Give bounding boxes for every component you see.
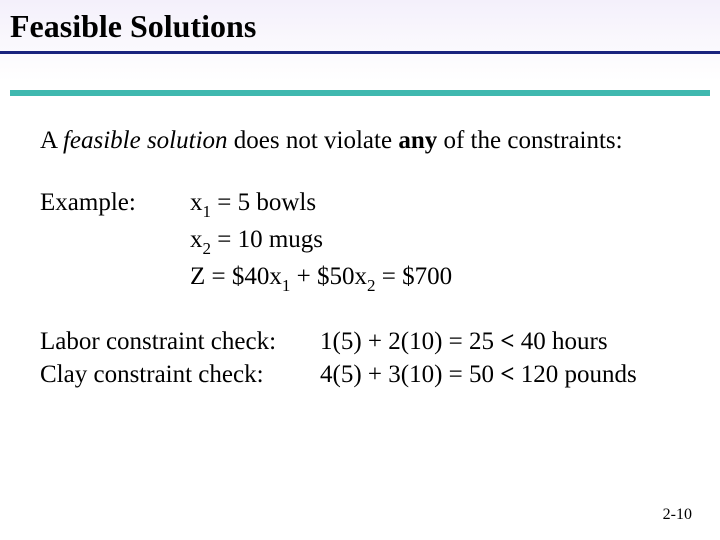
intro-sentence: A feasible solution does not violate any…: [40, 124, 680, 158]
x2-var: x: [190, 226, 203, 253]
example-label: Example:: [40, 186, 190, 297]
example-x2: x2 = 10 mugs: [190, 223, 680, 260]
example-z: Z = $40x1 + $50x2 = $700: [190, 260, 680, 297]
z-pre: Z = $40x: [190, 263, 282, 290]
slide-content: A feasible solution does not violate any…: [10, 96, 710, 392]
labor-constraint: Labor constraint check: 1(5) + 2(10) = 2…: [40, 325, 680, 359]
x1-sub: 1: [203, 202, 212, 221]
x2-rest: = 10 mugs: [211, 226, 323, 253]
clay-value: 4(5) + 3(10) = 50 < 120 pounds: [320, 358, 637, 392]
example-block: Example: x1 = 5 bowls x2 = 10 mugs Z = $…: [40, 186, 680, 297]
constraints-block: Labor constraint check: 1(5) + 2(10) = 2…: [40, 325, 680, 393]
x1-var: x: [190, 189, 203, 216]
x1-rest: = 5 bowls: [211, 189, 316, 216]
intro-mid: does not violate: [228, 127, 399, 154]
labor-label: Labor constraint check:: [40, 325, 320, 359]
z-sub1: 1: [282, 276, 291, 295]
intro-post: of the constraints:: [437, 127, 622, 154]
intro-emph: any: [398, 127, 437, 154]
clay-post: 120 pounds: [515, 361, 637, 388]
z-post: = $700: [375, 263, 452, 290]
labor-op: <: [500, 328, 514, 355]
example-values: x1 = 5 bowls x2 = 10 mugs Z = $40x1 + $5…: [190, 186, 680, 297]
labor-pre: 1(5) + 2(10) = 25: [320, 328, 500, 355]
x2-sub: 2: [203, 239, 212, 258]
labor-post: 40 hours: [515, 328, 608, 355]
slide-title: Feasible Solutions: [10, 8, 710, 45]
title-underline-blue: [0, 51, 720, 54]
z-mid: + $50x: [290, 263, 367, 290]
clay-op: <: [500, 361, 514, 388]
intro-pre: A: [40, 127, 63, 154]
clay-label: Clay constraint check:: [40, 358, 320, 392]
clay-pre: 4(5) + 3(10) = 50: [320, 361, 500, 388]
z-sub2: 2: [367, 276, 376, 295]
page-number: 2-10: [663, 506, 692, 524]
example-x1: x1 = 5 bowls: [190, 186, 680, 223]
slide: Feasible Solutions A feasible solution d…: [0, 0, 720, 540]
labor-value: 1(5) + 2(10) = 25 < 40 hours: [320, 325, 608, 359]
clay-constraint: Clay constraint check: 4(5) + 3(10) = 50…: [40, 358, 680, 392]
intro-term: feasible solution: [63, 127, 228, 154]
